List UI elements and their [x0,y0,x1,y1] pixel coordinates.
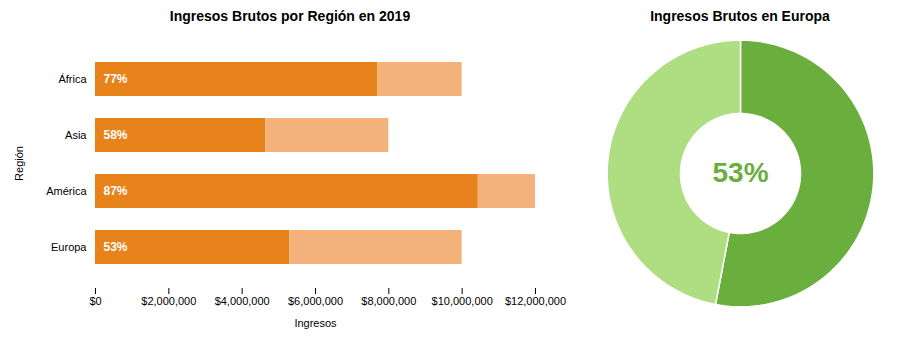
svg-text:$0: $0 [89,295,101,307]
svg-text:87%: 87% [104,184,128,198]
svg-text:$6,000,000: $6,000,000 [288,295,343,307]
svg-text:Europa: Europa [51,241,87,253]
svg-text:Asia: Asia [65,129,87,141]
svg-text:$10,000,000: $10,000,000 [432,295,493,307]
html-text:Ingresos Brutos en Europa: Ingresos Brutos en Europa [650,8,830,24]
svg-text:58%: 58% [104,128,128,142]
svg-text:Ingresos: Ingresos [294,317,337,329]
svg-text:$12,000,000: $12,000,000 [505,295,566,307]
svg-text:53%: 53% [712,157,768,188]
svg-text:53%: 53% [104,240,128,254]
svg-text:$4,000,000: $4,000,000 [215,295,270,307]
svg-text:77%: 77% [104,72,128,86]
svg-text:América: América [46,185,87,197]
html-text:Ingresos Brutos por Región en: Ingresos Brutos por Región en 2019 [169,8,411,24]
svg-text:$8,000,000: $8,000,000 [361,295,416,307]
svg-text:Región: Región [13,146,25,181]
svg-text:$2,000,000: $2,000,000 [141,295,196,307]
svg-text:África: África [58,73,87,85]
